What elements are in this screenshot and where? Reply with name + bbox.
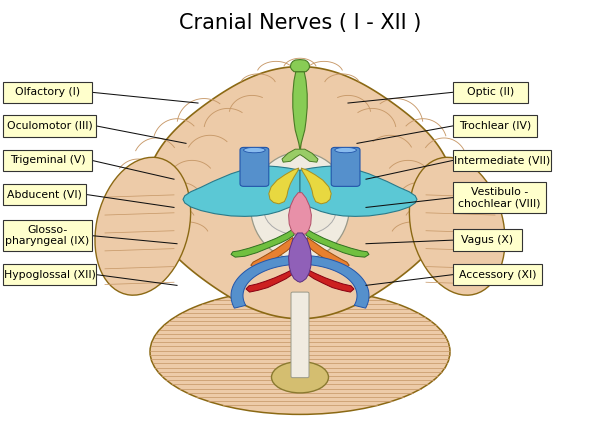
Text: Accessory (XI): Accessory (XI): [458, 270, 536, 280]
Text: Trigeminal (V): Trigeminal (V): [10, 155, 85, 165]
FancyBboxPatch shape: [453, 150, 551, 171]
Polygon shape: [289, 193, 311, 235]
Polygon shape: [282, 149, 318, 162]
Polygon shape: [306, 269, 354, 292]
Polygon shape: [290, 60, 310, 72]
FancyBboxPatch shape: [240, 147, 269, 186]
Ellipse shape: [150, 289, 450, 414]
FancyBboxPatch shape: [3, 264, 96, 285]
FancyBboxPatch shape: [3, 82, 92, 103]
Text: Intermediate (VII): Intermediate (VII): [454, 155, 550, 165]
FancyBboxPatch shape: [3, 115, 96, 137]
FancyBboxPatch shape: [3, 150, 92, 171]
FancyBboxPatch shape: [453, 264, 542, 285]
Text: Trochlear (IV): Trochlear (IV): [459, 121, 531, 131]
FancyBboxPatch shape: [3, 184, 86, 205]
Ellipse shape: [271, 362, 329, 393]
Polygon shape: [307, 237, 349, 268]
Polygon shape: [146, 67, 454, 319]
Text: Hypoglossal (XII): Hypoglossal (XII): [4, 270, 95, 280]
Polygon shape: [231, 256, 291, 308]
Polygon shape: [300, 166, 417, 216]
FancyBboxPatch shape: [453, 229, 522, 251]
Polygon shape: [301, 168, 331, 204]
FancyBboxPatch shape: [453, 182, 546, 213]
FancyBboxPatch shape: [3, 220, 92, 251]
Text: Cranial Nerves ( I - XII ): Cranial Nerves ( I - XII ): [179, 13, 421, 34]
FancyBboxPatch shape: [453, 82, 528, 103]
Ellipse shape: [409, 157, 505, 295]
Polygon shape: [269, 168, 299, 204]
FancyBboxPatch shape: [331, 147, 360, 186]
Ellipse shape: [95, 157, 191, 295]
Polygon shape: [231, 228, 294, 257]
Polygon shape: [306, 228, 369, 257]
Text: Optic (II): Optic (II): [467, 87, 514, 97]
Ellipse shape: [244, 147, 265, 153]
Text: Vagus (X): Vagus (X): [461, 235, 514, 245]
Text: Vestibulo -
chochlear (VIII): Vestibulo - chochlear (VIII): [458, 187, 541, 208]
FancyBboxPatch shape: [291, 292, 309, 378]
Ellipse shape: [335, 147, 356, 153]
Polygon shape: [246, 269, 294, 292]
Polygon shape: [309, 256, 369, 308]
Text: Oculomotor (III): Oculomotor (III): [7, 121, 92, 131]
Text: Glosso-
pharyngeal (IX): Glosso- pharyngeal (IX): [5, 225, 89, 246]
Polygon shape: [251, 237, 293, 268]
Ellipse shape: [264, 186, 336, 235]
Text: Abducent (VI): Abducent (VI): [7, 190, 82, 199]
Polygon shape: [183, 166, 300, 216]
Ellipse shape: [251, 152, 349, 260]
Polygon shape: [289, 233, 311, 282]
FancyBboxPatch shape: [453, 115, 537, 137]
Text: Olfactory (I): Olfactory (I): [15, 87, 80, 97]
Polygon shape: [293, 72, 307, 150]
